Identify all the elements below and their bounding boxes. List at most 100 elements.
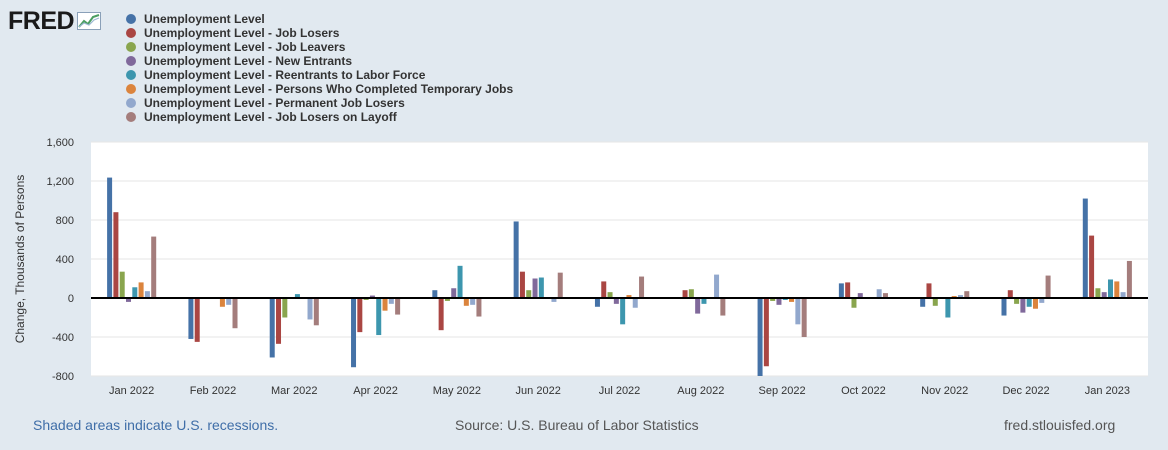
x-tick-label: Sep 2022 xyxy=(759,385,806,397)
bar xyxy=(444,298,450,301)
bar xyxy=(882,293,888,298)
bar xyxy=(876,289,882,298)
legend-item[interactable]: Unemployment Level - Job Losers xyxy=(126,26,513,40)
bar xyxy=(1007,290,1013,298)
bar xyxy=(376,298,382,336)
x-tick-label: Feb 2022 xyxy=(190,385,236,397)
bar xyxy=(957,295,963,298)
x-tick-label: Jan 2023 xyxy=(1085,385,1130,397)
bar xyxy=(219,298,225,307)
bar xyxy=(1014,298,1020,304)
bar xyxy=(620,298,626,325)
legend-label: Unemployment Level - Permanent Job Loser… xyxy=(144,96,405,110)
legend-item[interactable]: Unemployment Level - Permanent Job Loser… xyxy=(126,96,513,110)
legend-label: Unemployment Level - Job Leavers xyxy=(144,40,346,54)
source-note: Source: U.S. Bureau of Labor Statistics xyxy=(455,417,699,433)
legend-marker-icon xyxy=(126,70,136,80)
bar xyxy=(857,293,863,298)
bar xyxy=(1082,198,1088,298)
bar xyxy=(720,298,726,316)
bar xyxy=(770,298,776,301)
legend-label: Unemployment Level - Job Losers on Layof… xyxy=(144,110,397,124)
bar xyxy=(432,290,438,298)
bar xyxy=(232,298,238,329)
bar xyxy=(438,298,444,331)
y-tick-label: 0 xyxy=(68,293,74,305)
bar xyxy=(126,298,132,302)
bar xyxy=(188,298,194,339)
bar xyxy=(382,298,388,311)
bar xyxy=(688,289,694,298)
legend-marker-icon xyxy=(126,98,136,108)
y-tick-label: 1,200 xyxy=(46,176,74,188)
bar xyxy=(313,298,319,326)
bar xyxy=(463,298,469,306)
bar xyxy=(269,298,275,358)
bar xyxy=(695,298,701,314)
x-tick-label: Nov 2022 xyxy=(921,385,968,397)
x-tick-label: Dec 2022 xyxy=(1002,385,1049,397)
legend-label: Unemployment Level - Job Losers xyxy=(144,26,340,40)
bar xyxy=(926,283,932,298)
bar xyxy=(151,236,157,298)
fred-logo[interactable]: FRED xyxy=(8,7,102,35)
bar-chart: -800 -400 0 400 800 1,200 1,600 Change, Thousan… xyxy=(13,137,1148,397)
bar xyxy=(639,276,645,298)
bar xyxy=(226,298,232,305)
bar xyxy=(1026,298,1032,307)
y-tick-label: 800 xyxy=(56,215,74,227)
bar xyxy=(194,298,200,342)
legend-marker-icon xyxy=(126,14,136,24)
bar xyxy=(851,298,857,308)
bar xyxy=(457,265,463,298)
legend-item[interactable]: Unemployment Level - Job Leavers xyxy=(126,40,513,54)
bar xyxy=(113,212,119,298)
legend-marker-icon xyxy=(126,112,136,122)
legend-marker-icon xyxy=(126,84,136,94)
bar xyxy=(513,221,519,298)
bar xyxy=(144,291,150,298)
bar xyxy=(789,298,795,302)
y-tick-label: -400 xyxy=(52,332,74,344)
bar xyxy=(1039,298,1045,303)
site-link[interactable]: fred.stlouisfed.org xyxy=(1004,417,1116,433)
bar xyxy=(714,274,720,298)
bar xyxy=(557,272,563,298)
bar xyxy=(1032,298,1038,309)
x-tick-label: Oct 2022 xyxy=(841,385,886,397)
legend-item[interactable]: Unemployment Level - New Entrants xyxy=(126,54,513,68)
chart-logo-icon xyxy=(77,12,102,30)
legend-item[interactable]: Unemployment Level - Persons Who Complet… xyxy=(126,82,513,96)
bar xyxy=(532,278,538,298)
bar xyxy=(388,298,394,304)
bar xyxy=(1045,275,1051,298)
y-tick-label: 1,600 xyxy=(46,137,74,149)
bar xyxy=(945,298,951,318)
bar xyxy=(626,295,632,298)
legend-item[interactable]: Unemployment Level - Job Losers on Layof… xyxy=(126,110,513,124)
legend-label: Unemployment Level - New Entrants xyxy=(144,54,353,68)
bar xyxy=(307,298,313,320)
legend-item[interactable]: Unemployment Level xyxy=(126,12,513,26)
bar xyxy=(538,277,544,298)
bar xyxy=(594,298,600,307)
bar xyxy=(282,298,288,318)
recession-note[interactable]: Shaded areas indicate U.S. recessions. xyxy=(33,417,279,433)
bar xyxy=(526,290,532,298)
bar xyxy=(276,298,282,344)
bar xyxy=(1001,298,1007,316)
legend-item[interactable]: Unemployment Level - Reentrants to Labor… xyxy=(126,68,513,82)
bar xyxy=(351,298,357,368)
bar xyxy=(757,298,763,376)
legend-label: Unemployment Level - Persons Who Complet… xyxy=(144,82,514,96)
bar xyxy=(119,271,125,298)
bar xyxy=(1020,298,1026,313)
legend-label: Unemployment Level xyxy=(144,12,265,26)
logo-text: FRED xyxy=(8,7,75,35)
bar xyxy=(451,288,457,298)
bar xyxy=(551,298,557,302)
bar xyxy=(601,281,607,298)
bar xyxy=(519,271,525,298)
bar xyxy=(701,298,707,304)
x-tick-label: Mar 2022 xyxy=(271,385,317,397)
